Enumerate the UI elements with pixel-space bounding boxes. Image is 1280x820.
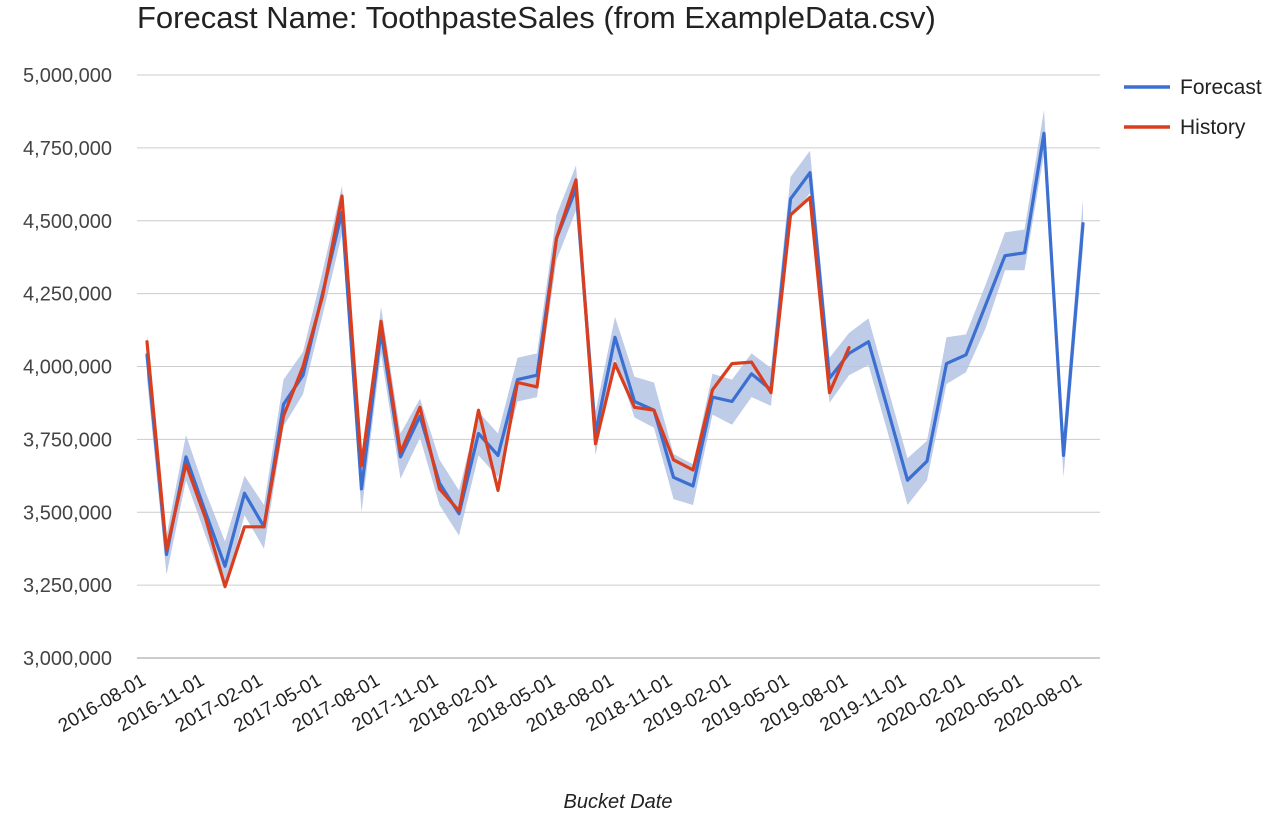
y-axis-ticks: 3,000,000 3,250,000 3,500,000 3,750,000 4,00…	[23, 65, 112, 670]
legend-item-history[interactable]: History	[1124, 116, 1246, 139]
y-tick-label: 4,250,000	[23, 284, 112, 306]
y-tick-label: 4,750,000	[23, 138, 112, 160]
history-series-line	[145, 178, 851, 589]
y-tick-label: 5,000,000	[23, 65, 112, 87]
y-tick-label: 3,250,000	[23, 575, 112, 597]
gridlines	[137, 74, 1100, 659]
y-tick-label: 4,000,000	[23, 357, 112, 379]
legend-label: Forecast	[1180, 76, 1262, 99]
forecast-interval-band	[147, 110, 1083, 590]
y-tick-label: 3,750,000	[23, 429, 112, 451]
forecast-interval-band-group	[147, 110, 1083, 590]
legend-label: History	[1180, 116, 1246, 139]
chart-title: Forecast Name: ToothpasteSales (from Exa…	[137, 0, 936, 35]
forecast-series-line	[145, 131, 1085, 568]
legend-item-forecast[interactable]: Forecast	[1124, 76, 1262, 99]
y-tick-label: 4,500,000	[23, 211, 112, 233]
series-lines	[145, 131, 1085, 589]
x-axis-label: Bucket Date	[564, 791, 673, 813]
legend[interactable]: Forecast History	[1124, 76, 1262, 139]
y-tick-label: 3,000,000	[23, 648, 112, 670]
y-tick-label: 3,500,000	[23, 502, 112, 524]
x-axis-ticks: 2016-08-012016-11-012017-02-012017-05-01…	[55, 670, 1086, 737]
